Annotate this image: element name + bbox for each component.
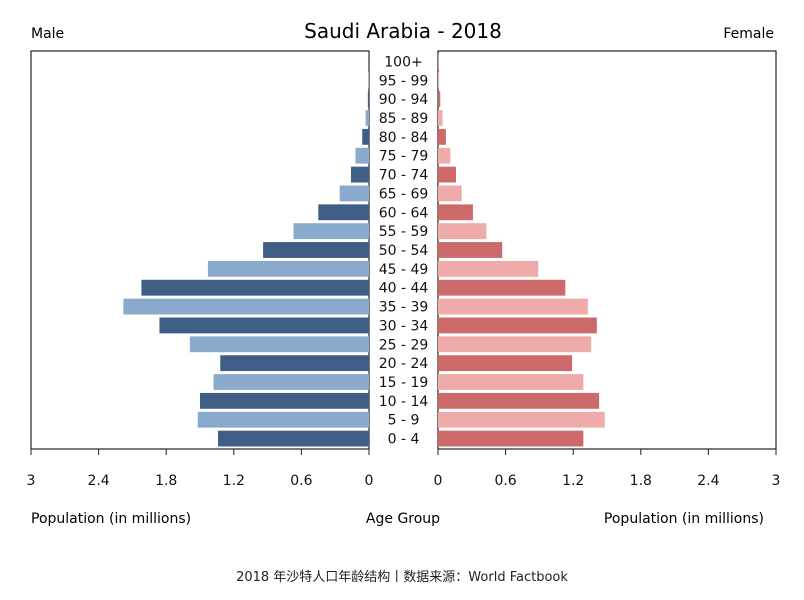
age-group-label: 70 - 74 [379, 168, 429, 184]
chart-title: Saudi Arabia - 2018 [304, 19, 502, 43]
female-bar-5-9 [438, 411, 605, 428]
female-bar-95-99 [438, 72, 440, 89]
male-bar-60-64 [318, 204, 369, 221]
female-tick-label: 0 [434, 473, 443, 489]
female-tick-label: 0.6 [494, 473, 516, 489]
age-group-label: 90 - 94 [379, 92, 429, 108]
male-bar-55-59 [293, 223, 369, 240]
male-bars [123, 53, 370, 447]
female-tick-label: 1.8 [630, 473, 652, 489]
female-bar-65-69 [438, 185, 462, 202]
male-bar-0-4 [218, 430, 369, 447]
male-bar-5-9 [197, 411, 369, 428]
age-group-label: 0 - 4 [388, 432, 420, 448]
age-group-label: 20 - 24 [379, 356, 429, 372]
age-group-label: 15 - 19 [379, 375, 429, 391]
female-bar-40-44 [438, 279, 566, 296]
female-bar-55-59 [438, 223, 487, 240]
male-tick-label: 1.8 [155, 473, 177, 489]
female-axis-ticks: 0 0.6 1.2 1.8 2.4 3 [434, 449, 781, 489]
age-group-label: 100+ [384, 54, 422, 70]
male-bar-50-54 [263, 242, 369, 258]
male-tick-label: 0 [365, 473, 374, 489]
male-bar-10-14 [200, 392, 369, 409]
male-tick-label: 3 [27, 473, 36, 489]
male-bar-90-94 [367, 91, 369, 108]
male-bar-35-39 [123, 298, 370, 315]
female-bar-50-54 [438, 242, 503, 258]
male-bar-80-84 [362, 128, 369, 145]
male-bar-25-29 [189, 336, 369, 353]
male-axis-label: Population (in millions) [31, 511, 191, 527]
male-label: Male [31, 26, 64, 42]
age-group-label: 5 - 9 [388, 413, 420, 429]
age-group-label: 10 - 14 [379, 394, 429, 410]
age-group-label: 30 - 34 [379, 318, 429, 334]
male-bar-30-34 [159, 317, 369, 334]
male-bar-95-99 [368, 72, 369, 89]
female-tick-label: 2.4 [697, 473, 719, 489]
female-bar-70-74 [438, 166, 457, 183]
age-group-label: 65 - 69 [379, 186, 429, 202]
female-bar-85-89 [438, 110, 443, 126]
male-axis-ticks: 3 2.4 1.8 1.2 0.6 0 [27, 449, 374, 489]
age-group-label: 85 - 89 [379, 111, 429, 127]
male-bar-70-74 [350, 166, 369, 183]
female-bar-100plus [438, 53, 439, 70]
female-bar-60-64 [438, 204, 473, 221]
female-tick-label: 3 [772, 473, 781, 489]
male-bar-65-69 [339, 185, 369, 202]
female-bar-90-94 [438, 91, 441, 108]
female-bar-15-19 [438, 374, 584, 390]
male-bar-45-49 [207, 260, 369, 277]
age-group-label: 55 - 59 [379, 224, 429, 240]
male-bar-20-24 [220, 355, 369, 372]
female-bar-35-39 [438, 298, 588, 315]
female-bar-80-84 [438, 128, 446, 145]
female-bars [438, 53, 605, 447]
male-bar-85-89 [365, 110, 369, 126]
age-group-label: 50 - 54 [379, 243, 429, 259]
female-bar-75-79 [438, 147, 451, 164]
female-bar-45-49 [438, 260, 539, 277]
male-bar-40-44 [141, 279, 369, 296]
age-group-label: 40 - 44 [379, 281, 429, 297]
female-label: Female [723, 26, 774, 42]
age-group-label: 45 - 49 [379, 262, 429, 278]
female-bar-0-4 [438, 430, 584, 447]
age-group-labels: 0 - 4 5 - 9 10 - 14 15 - 19 20 - 24 25 - 29 30… [379, 54, 429, 447]
female-bar-25-29 [438, 336, 592, 353]
female-bar-30-34 [438, 317, 597, 334]
female-bar-20-24 [438, 355, 573, 372]
male-tick-label: 2.4 [87, 473, 109, 489]
age-group-label: 95 - 99 [379, 73, 429, 89]
age-group-label: 35 - 39 [379, 300, 429, 316]
male-tick-label: 1.2 [223, 473, 245, 489]
male-bar-75-79 [355, 147, 369, 164]
age-group-label: 80 - 84 [379, 130, 429, 146]
age-group-axis-label: Age Group [366, 511, 440, 527]
source-caption: 2018 年沙特人口年龄结构丨数据来源：World Factbook [236, 570, 568, 585]
male-tick-label: 0.6 [290, 473, 312, 489]
age-group-label: 75 - 79 [379, 149, 429, 165]
female-tick-label: 1.2 [562, 473, 584, 489]
female-axis-label: Population (in millions) [604, 511, 764, 527]
age-group-label: 25 - 29 [379, 337, 429, 353]
female-bar-10-14 [438, 392, 600, 409]
male-bar-15-19 [213, 374, 369, 390]
age-group-label: 60 - 64 [379, 205, 429, 221]
